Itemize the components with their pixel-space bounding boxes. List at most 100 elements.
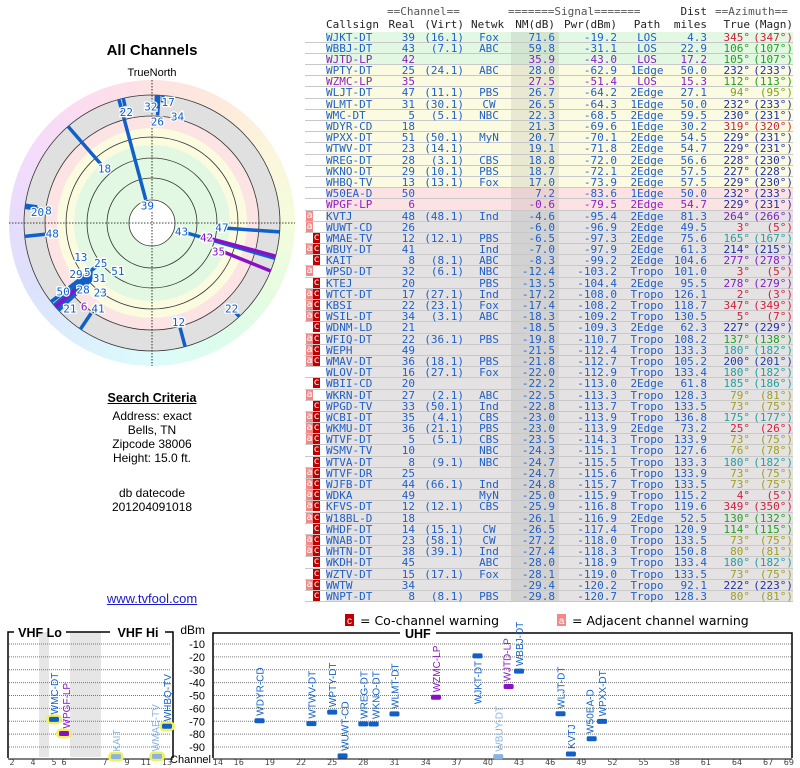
azimuth-magnetic: (107°) — [753, 52, 793, 66]
station-channel-label: 39 — [141, 200, 154, 213]
table-row[interactable]: a KVTJ 48 (48.1) Ind -4.6 -95.4 2Edge 81.3 264° (2… — [305, 210, 793, 222]
table-row[interactable]: c WHDF-DT 14 (15.1) CW -26.5 -117.4 Tropo 120.9 1… — [305, 523, 793, 535]
table-row[interactable]: c WMAE-TV 12 (12.1) PBS -6.5 -97.3 2Edge 75.6 165… — [305, 231, 793, 245]
virtual-channel: (50.1) — [424, 131, 464, 145]
table-row[interactable]: WMC-DT 5 (5.1) NBC 22.3 -68.5 2Edge 59.5 230° (23… — [305, 110, 793, 121]
table-row[interactable]: WJKT-DT 39 (16.1) Fox 71.6 -19.2 LOS 4.3 345° (34… — [305, 30, 793, 44]
table-row[interactable]: a c WTVF-DR 25 -24.7 -115.6 Tropo 133.9 73° (75°) — [305, 466, 793, 480]
table-row[interactable]: a c WDKA 49 MyN -25.0 -115.9 Tropo 115.2 4° (5°) — [305, 490, 793, 501]
table-row[interactable]: a c WJFB-DT 44 (66.1) Ind -24.8 -115.7 Tropo 133.… — [305, 479, 793, 490]
station-signal-mark[interactable] — [514, 668, 525, 674]
table-row[interactable]: WREG-DT 28 (3.1) CBS 18.8 -72.0 2Edge 56.6 228°(… — [305, 153, 793, 167]
table-row[interactable]: a WKRN-DT 27 (2.1) ABC -22.5 -113.3 Tropo 128.3 7… — [305, 389, 793, 401]
virtual-channel: (14.1) — [424, 142, 464, 156]
path: Tropo — [630, 332, 664, 346]
station-signal-mark[interactable] — [358, 721, 369, 727]
table-row[interactable]: a c WBUY-DT 41 Ind -7.0 -97.9 2Edge 61.3 214° (215… — [305, 244, 793, 255]
table-row[interactable]: c WNPT-DT 8 (8.1) PBS -29.8 -120.7 Tropo 128.3 80… — [305, 590, 793, 602]
table-row[interactable]: a c WHTN-DT 38 (39.1) Ind -27.4 -118.3 Tropo 150.… — [305, 546, 793, 557]
table-row[interactable]: a c WMAV-DT 36 (18.1) PBS -21.8 -112.7 Tropo 105.… — [305, 354, 793, 367]
azimuth-true: 278° — [723, 276, 751, 290]
table-row[interactable]: a c KFVS-DT 12 (12.1) CBS -25.9 -116.8 Tropo 119.… — [305, 500, 793, 514]
adjacent-channel-flag: a — [306, 478, 313, 489]
station-signal-mark[interactable] — [49, 716, 59, 722]
table-row[interactable]: a c W18BL-D 18 -26.1 -116.9 2Edge 52.5 130° (132°… — [305, 512, 793, 524]
table-row[interactable]: a c WCBI-DT 35 (4.1) CBS -23.0 -113.9 Tropo 136.8… — [305, 411, 793, 423]
station-signal-mark[interactable] — [503, 683, 514, 689]
table-row[interactable]: a c WFIQ-DT 22 (36.1) PBS -19.8 -110.7 Tropo 108.… — [305, 332, 793, 346]
table-row[interactable]: a c WWTW 34 -29.4 -120.2 Tropo 92.1 222° (223°) — [305, 579, 793, 591]
path: 2Edge — [630, 254, 664, 268]
table-row[interactable]: c WKDH-DT 45 ABC -28.0 -118.9 Tropo 133.4 180° (1… — [305, 556, 793, 570]
distance: 75.6 — [680, 231, 708, 245]
path: Tropo — [630, 466, 664, 480]
table-row[interactable]: c WPGD-TV 33 (50.1) Ind -22.8 -113.7 Tropo 133.5… — [305, 400, 793, 412]
station-channel-label: 22 — [120, 106, 133, 119]
table-row[interactable]: c WTVA-DT 8 (9.1) NBC -24.7 -115.5 Tropo 133.3 18… — [305, 456, 793, 468]
table-row[interactable]: a c WKMU-DT 36 (21.1) PBS -23.0 -113.9 2Edge 73.2… — [305, 423, 793, 434]
table-row[interactable]: WTWV-DT 23 (14.1) 19.1 -71.8 2Edge 54.7 229° (23… — [305, 142, 793, 156]
table-row[interactable]: WPXX-DT 51 (50.1) MyN 20.7 -70.1 2Edge 54.5 229°… — [305, 132, 793, 143]
table-row[interactable]: WZMC-LP 35 27.5 -51.4 LOS 15.3 112° (113°) — [305, 76, 793, 87]
station-signal-mark[interactable] — [555, 711, 566, 717]
station-signal-mark[interactable] — [152, 753, 162, 759]
table-row[interactable]: WLMT-DT 31 (30.1) CW 26.5 -64.3 1Edge 50.0 232°(… — [305, 97, 793, 111]
table-row[interactable]: c WZTV-DT 15 (17.1) Fox -28.1 -119.0 Tropo 133.5… — [305, 568, 793, 580]
table-row[interactable]: a c WTVF-DT 5 (5.1) CBS -23.5 -114.3 Tropo 133.9 7… — [305, 434, 793, 445]
callsign: WREG-DT — [326, 153, 373, 167]
station-signal-mark[interactable] — [472, 653, 483, 659]
table-row[interactable]: a c WTCT-DT 17 (27.1) Ind -17.2 -108.0 Tropo 126.… — [305, 288, 793, 300]
station-signal-mark[interactable] — [565, 751, 576, 757]
distance: 133.9 — [673, 433, 707, 447]
table-row[interactable]: WLOV-DT 16 (27.1) Fox -22.0 -112.9 Tropo 133.4 1… — [305, 367, 793, 378]
table-row[interactable]: c KAIT 8 (8.1) ABC -8.3 -99.2 2Edge 104.6 277° (27… — [305, 255, 793, 266]
station-signal-mark[interactable] — [597, 718, 608, 724]
path: 2Edge — [630, 231, 664, 245]
table-row[interactable]: WBBJ-DT 43 (7.1) ABC 59.8 -31.1 LOS 22.9 106° (10… — [305, 42, 793, 54]
table-row[interactable]: WKNO-DT 29 (10.1) PBS 18.7 -72.1 2Edge 57.5 227°… — [305, 166, 793, 177]
path: Tropo — [630, 343, 664, 357]
table-row[interactable]: c KTEJ 20 PBS -13.5 -104.4 2Edge 95.5 278° (279°) — [305, 276, 793, 290]
station-signal-mark[interactable] — [59, 730, 69, 736]
real-channel: 31 — [401, 97, 415, 111]
station-signal-mark[interactable] — [111, 754, 121, 760]
table-row[interactable]: a c WEPH 49 -21.5 -112.4 Tropo 133.3 180° (182°) — [305, 343, 793, 357]
table-row[interactable]: WPTY-DT 25 (24.1) ABC 28.0 -62.9 1Edge 50.0 232°… — [305, 65, 793, 76]
noise-margin: -25.9 — [521, 500, 555, 514]
table-row[interactable]: a c WNAB-DT 23 (58.1) CW -27.2 -118.0 Tropo 133.5… — [305, 534, 793, 546]
table-row[interactable]: a WUWT-CD 26 -6.0 -96.9 2Edge 49.5 3° (5°) — [305, 221, 793, 233]
station-signal-mark[interactable] — [306, 721, 317, 727]
real-channel: 39 — [401, 30, 415, 44]
table-row[interactable]: c WSMV-TV 10 NBC -24.3 -115.1 Tropo 127.6 76° (78… — [305, 445, 793, 457]
station-signal-mark[interactable] — [162, 723, 172, 729]
station-signal-mark[interactable] — [586, 736, 597, 742]
table-row[interactable]: c WDNM-LD 21 -18.5 -109.3 2Edge 62.3 227° (229°) — [305, 322, 793, 334]
real-channel: 8 — [408, 254, 415, 268]
station-signal-mark[interactable] — [254, 718, 265, 724]
network: CW — [482, 97, 496, 111]
callsign: WPSD-DT — [326, 265, 373, 279]
table-row[interactable]: a WPSD-DT 32 (6.1) NBC -12.4 -103.2 Tropo 101.0 3… — [305, 265, 793, 279]
table-row[interactable]: WHBQ-TV 13 (13.1) Fox 17.0 -73.9 2Edge 57.5 229°… — [305, 177, 793, 188]
table-row[interactable]: a c WSIL-DT 34 (3.1) ABC -18.3 -109.2 Tropo 130.5… — [305, 311, 793, 322]
tvfool-link[interactable]: www.tvfool.com — [106, 591, 198, 606]
table-row[interactable]: WPGF-LP 6 -0.6 -79.5 2Edge 54.7 229° (231°) — [305, 199, 793, 211]
table-row[interactable]: W50EA-D 50 7.2 -83.6 1Edge 50.0 232° (233°) — [305, 188, 793, 199]
callsign: WLOV-DT — [326, 366, 373, 380]
station-channel-label: 48 — [46, 227, 59, 240]
station-signal-mark[interactable] — [337, 753, 348, 759]
co-channel-flag: c — [313, 354, 320, 366]
station-signal-mark[interactable] — [493, 754, 504, 760]
table-row[interactable]: WDYR-CD 18 21.3 -69.6 1Edge 30.2 319° (320°) — [305, 121, 793, 132]
adjacent-channel-flag: a — [306, 489, 313, 501]
table-row[interactable]: c WBII-CD 20 -22.2 -113.0 2Edge 61.8 185° (186°) — [305, 378, 793, 390]
table-row[interactable]: a c KBSI 22 (23.1) Fox -17.4 -108.2 Tropo 118.7 34… — [305, 300, 793, 311]
station-signal-mark[interactable] — [389, 711, 400, 717]
table-row[interactable]: WJTD-LP 42 35.9 -43.0 LOS 17.2 105° (107°) — [305, 54, 793, 65]
real-channel: 16 — [401, 366, 415, 380]
table-row[interactable]: WLJT-DT 47 (11.1) PBS 26.7 -64.2 2Edge 27.1 94° (… — [305, 87, 793, 99]
station-signal-mark[interactable] — [430, 694, 441, 700]
azimuth-true: 180° — [723, 556, 751, 570]
station-signal-mark[interactable] — [327, 709, 338, 715]
station-signal-mark[interactable] — [368, 721, 379, 727]
